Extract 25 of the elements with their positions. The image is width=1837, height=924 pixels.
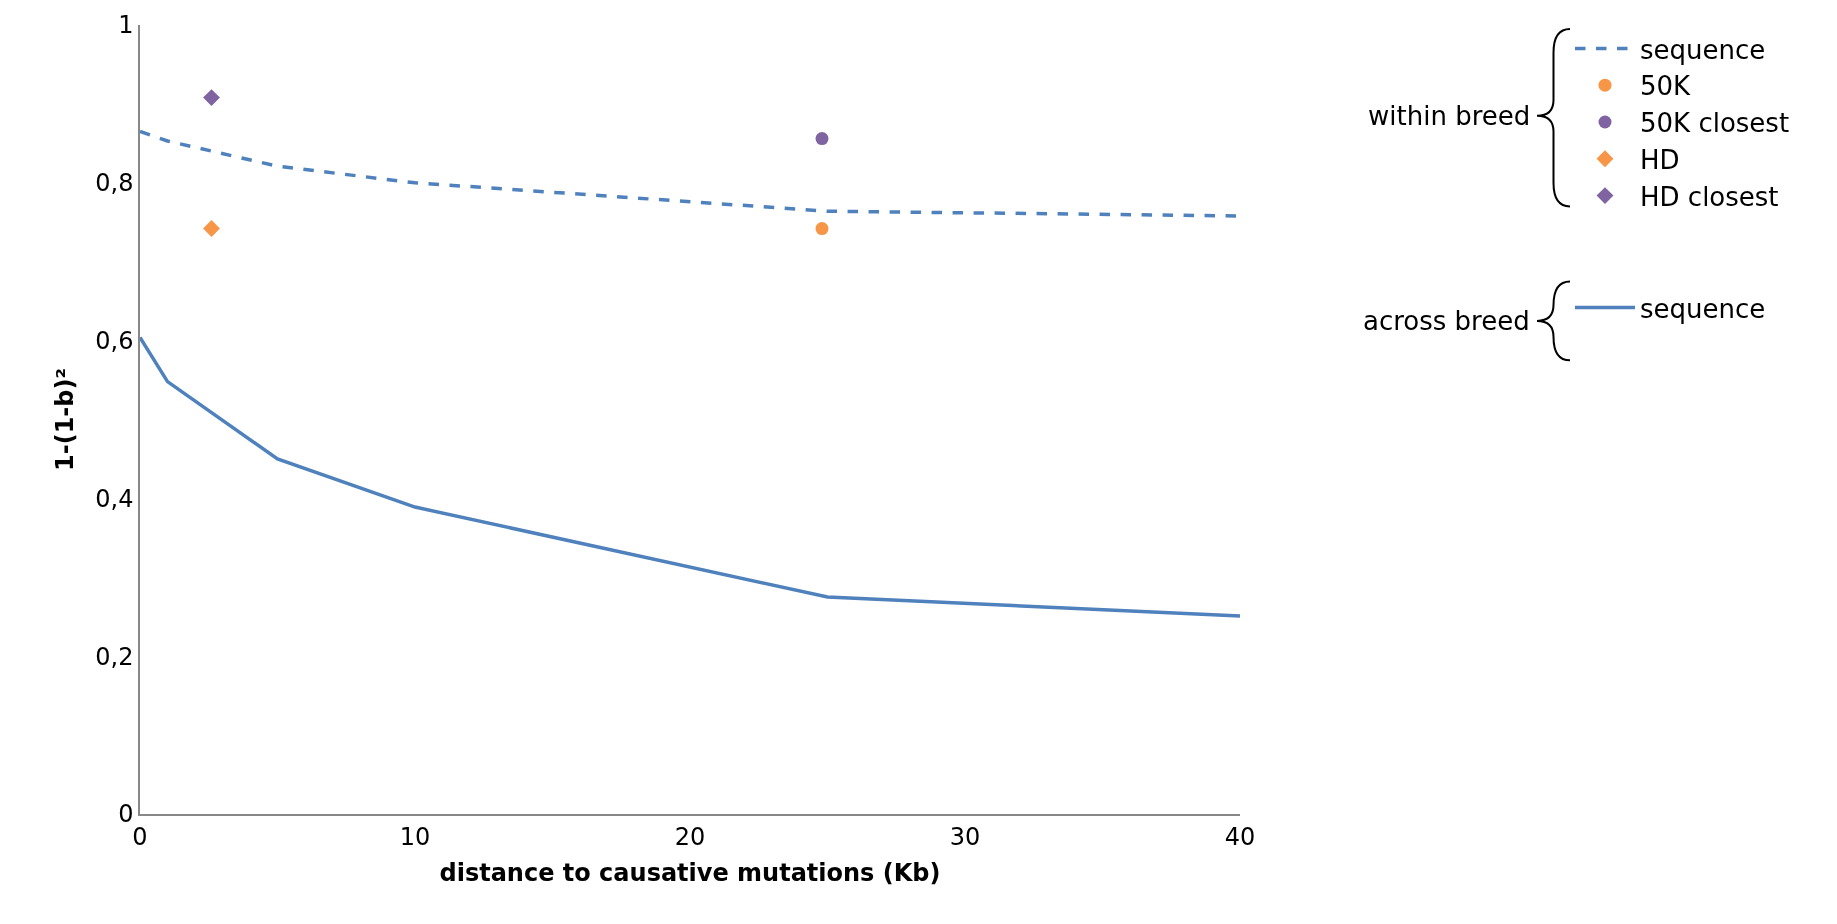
point <box>203 89 220 107</box>
text: within breed <box>1368 101 1531 131</box>
y-tick-label: 1 <box>118 11 134 40</box>
point <box>203 220 220 238</box>
x-tick-label: 20 <box>674 822 706 851</box>
text: across breed <box>1363 306 1530 336</box>
x-tick-label: 10 <box>399 822 431 851</box>
y-tick-label: 0,2 <box>95 642 134 671</box>
point <box>815 222 829 236</box>
y-tick-label: 0 <box>118 800 134 829</box>
legend-label: sequence <box>1640 34 1766 65</box>
x-tick-label: 40 <box>1224 822 1256 851</box>
y-tick-label: 0,4 <box>95 484 134 513</box>
legend-label: HD closest <box>1640 181 1779 212</box>
y-axis-title: 1-(1-b)² <box>50 368 79 471</box>
legend-label: 50K <box>1640 71 1692 102</box>
y-tick-label: 0,6 <box>95 327 134 355</box>
point <box>815 132 829 146</box>
x-tick-label: 30 <box>949 822 981 851</box>
legend-label: sequence <box>1640 293 1766 324</box>
legend-label: HD <box>1640 144 1680 175</box>
legend-label: 50K closest <box>1640 108 1790 139</box>
x-axis-title: distance to causative mutations (Kb) <box>439 859 941 888</box>
line-series <box>140 335 1240 618</box>
y-tick-label: 0,8 <box>95 169 134 198</box>
